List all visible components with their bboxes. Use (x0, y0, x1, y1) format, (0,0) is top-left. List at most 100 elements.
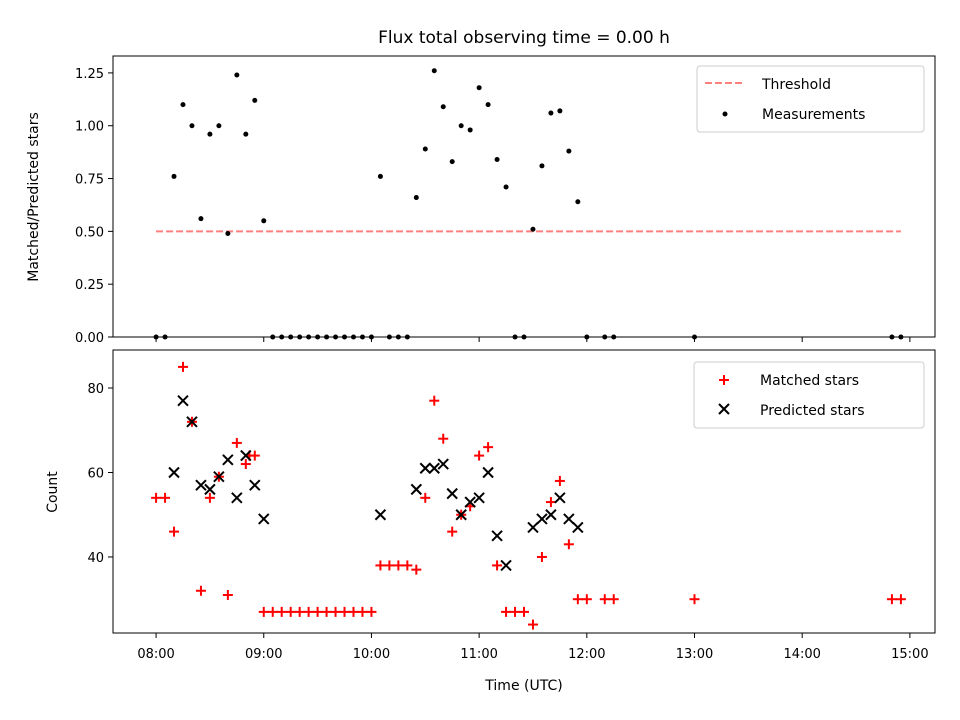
matched-star-point (267, 606, 278, 617)
measurement-point (458, 123, 464, 129)
matched-star-point (276, 606, 287, 617)
top-y-tick-label: 1.25 (75, 67, 104, 82)
bottom-x-tick-label: 12:00 (568, 647, 605, 662)
bottom-x-tick-label: 13:00 (676, 647, 713, 662)
top-plot-frame (112, 55, 936, 338)
measurement-point (530, 226, 536, 232)
predicted-star-point (482, 466, 494, 479)
predicted-star-point (249, 479, 261, 491)
bottom-legend-matched-swatch (719, 375, 729, 385)
predicted-star-point (168, 466, 180, 479)
matched-star-point (303, 606, 314, 617)
predicted-star-point (258, 513, 270, 525)
bottom-y-tick-label: 60 (87, 466, 104, 481)
measurement-point (252, 97, 258, 103)
top-legend-box (696, 65, 925, 133)
predicted-star-point (455, 509, 467, 521)
bottom-y-tick-label: 80 (87, 382, 104, 397)
measurement-point (566, 148, 572, 154)
matched-star-point (330, 606, 341, 617)
predicted-star-point (428, 462, 440, 474)
measurement-point (207, 131, 213, 137)
matched-star-point (563, 539, 574, 550)
bottom-y-axis-label: Count (45, 471, 61, 513)
bottom-legend-matched-label: Matched stars (760, 373, 859, 389)
top-x-ticks (155, 337, 911, 342)
predicted-star-point (500, 559, 512, 572)
top-chart-title: Flux total observing time = 0.00 h (378, 28, 670, 48)
predicted-star-point (527, 521, 539, 534)
matched-star-point (393, 560, 404, 571)
measurement-point (216, 123, 222, 129)
measurement-point (261, 218, 267, 224)
matched-star-point (285, 606, 296, 617)
top-legend-threshold-label: Threshold (761, 77, 831, 93)
matched-star-point (492, 560, 503, 571)
matched-star-point (545, 497, 556, 508)
matched-star-point (375, 560, 386, 571)
predicted-star-point (222, 454, 234, 466)
matched-star-point (554, 475, 565, 486)
top-y-tick-label: 0.50 (75, 225, 104, 240)
measurement-point (557, 108, 563, 114)
predicted-star-point (410, 483, 423, 496)
predicted-star-point (186, 416, 198, 428)
matched-star-point (581, 594, 592, 605)
predicted-star-point (231, 492, 243, 504)
top-y-tick-label: 0.75 (75, 173, 104, 188)
measurement-point (413, 195, 419, 201)
measurement-point (548, 110, 554, 116)
matched-star-point (536, 551, 547, 562)
matched-star-point (195, 585, 206, 596)
measurement-point (494, 157, 500, 163)
matched-star-point (321, 606, 332, 617)
matched-star-point (240, 459, 251, 470)
matched-star-point (527, 619, 538, 630)
matched-star-point (483, 442, 494, 453)
bottom-x-tick-label: 10:00 (353, 647, 390, 662)
matched-star-point (689, 594, 700, 605)
measurement-point (234, 72, 240, 78)
measurement-point (467, 127, 473, 133)
measurement-point (198, 216, 204, 222)
predicted-star-point (572, 521, 584, 534)
bottom-x-axis-label: Time (UTC) (484, 678, 562, 694)
matched-star-point (294, 606, 305, 617)
predicted-star-point (563, 513, 575, 525)
matched-star-point (438, 433, 449, 444)
top-y-tick-label: 0.00 (75, 331, 104, 346)
predicted-star-point (446, 487, 458, 500)
bottom-legend-predicted-swatch (718, 403, 730, 415)
matched-star-point (249, 450, 260, 461)
top-legend-measurements-label: Measurements (762, 107, 865, 123)
measurement-point (377, 173, 383, 179)
predicted-star-point (554, 492, 566, 504)
matched-star-point (402, 560, 413, 571)
matched-star-point (411, 564, 422, 575)
bottom-plot-frame (112, 349, 936, 634)
matched-star-point (231, 437, 242, 448)
matched-star-point (160, 492, 171, 503)
matched-star-point (169, 526, 180, 537)
matched-star-point (420, 492, 431, 503)
matched-star-point (429, 395, 440, 406)
bottom-y-ticks: 40 60 80 (87, 382, 113, 566)
measurement-point (180, 102, 186, 108)
predicted-stars-points (168, 394, 584, 572)
top-y-tick-label: 1.00 (75, 120, 104, 135)
top-y-axis-label: Matched/Predicted stars (26, 112, 42, 282)
measurement-point (189, 123, 195, 129)
bottom-legend: Matched stars Predicted stars (693, 361, 925, 429)
predicted-star-point (374, 509, 387, 521)
matched-star-point (151, 492, 162, 503)
predicted-star-point (491, 530, 503, 542)
predicted-star-point (437, 458, 449, 470)
bottom-legend-predicted-label: Predicted stars (760, 403, 865, 419)
matched-star-point (599, 594, 610, 605)
predicted-star-point (204, 483, 216, 496)
matched-star-point (357, 606, 368, 617)
bottom-x-tick-label: 09:00 (245, 647, 282, 662)
matched-star-point (572, 594, 583, 605)
predicted-star-point (419, 462, 431, 474)
predicted-star-point (473, 492, 485, 504)
